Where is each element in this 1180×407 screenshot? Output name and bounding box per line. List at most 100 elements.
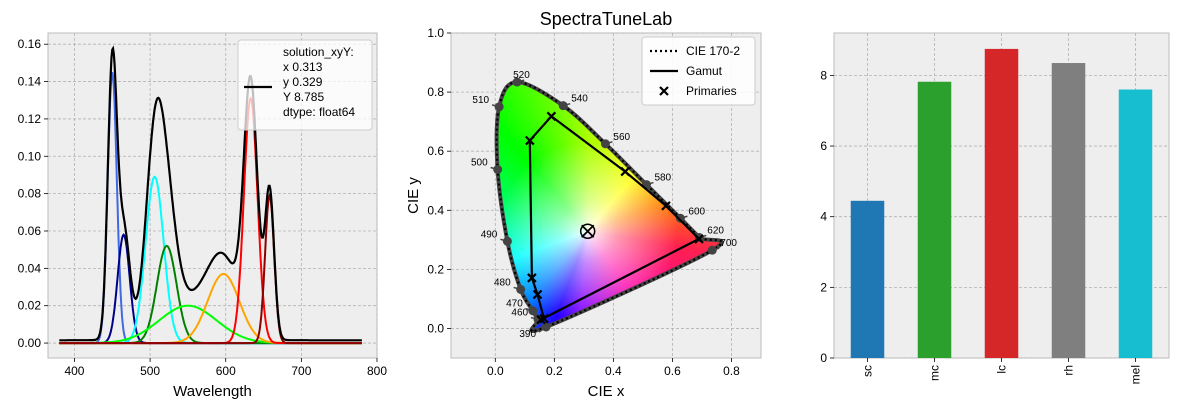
primary-marker	[532, 289, 543, 300]
cie-170-2-locus	[495, 80, 723, 333]
x-tick-label: sc	[861, 365, 875, 377]
y-tick-label: 6	[820, 139, 827, 153]
wavelength-label: 700	[720, 238, 737, 249]
y-tick-label: 2	[820, 280, 827, 294]
bar-mel	[1118, 89, 1153, 359]
x-tick-label: mc	[928, 365, 942, 381]
total-spectrum-line	[59, 45, 362, 342]
wavelength-tick	[530, 316, 539, 321]
wavelength-tick	[500, 238, 508, 243]
wavelength-tick	[538, 326, 547, 333]
y-tick-label: 0.04	[18, 261, 42, 275]
bar-sc	[850, 200, 885, 358]
bar-lc	[984, 48, 1019, 359]
legend-swatch	[659, 86, 669, 96]
x-axis-label: CIE x	[588, 383, 625, 400]
primary-marker	[661, 201, 671, 211]
bar-rh	[1051, 63, 1086, 359]
y-tick-label: 8	[820, 68, 827, 82]
y-tick-label: 0.14	[18, 75, 42, 89]
wavelength-tick	[712, 247, 720, 251]
wavelength-tick	[525, 308, 533, 312]
wavelength-label: 600	[688, 206, 705, 217]
y-tick-label: 0.12	[18, 112, 42, 126]
wavelength-tick	[605, 141, 613, 145]
legend-box	[641, 36, 756, 106]
wavelength-label: 500	[471, 158, 488, 169]
wavelength-label: 480	[494, 277, 511, 288]
x-tick-label: 0.2	[546, 364, 563, 378]
wavelength-tick	[491, 104, 500, 108]
wavelength-label: 520	[513, 70, 530, 81]
x-tick-label: 0.4	[605, 364, 622, 378]
legend-label-line: solution_xyY:	[283, 45, 354, 59]
spectrum-plot: 400 500 600 700 800 0.00 0.02 0.04 0.06 0.08 0.10 0…	[18, 32, 387, 400]
y-tick-label: 0.2	[427, 262, 444, 276]
wavelength-label: 390	[519, 329, 536, 340]
legend-box	[237, 39, 373, 131]
wavelength-label: 620	[707, 225, 724, 236]
wavelength-label: 460	[511, 308, 528, 319]
series-layer	[59, 45, 362, 345]
primary-marker	[525, 135, 535, 146]
x-tick-label: 0.6	[664, 364, 681, 378]
wavelength-tick	[680, 215, 688, 219]
x-tick-label: lc	[995, 365, 1009, 374]
chromaticity-plot: 0.0 0.2 0.4 0.6 0.80.00.20.40.60.81.03904604…	[405, 26, 762, 400]
x-tick-label: 500	[140, 364, 160, 378]
primary-marker	[620, 166, 630, 177]
legend-label-line: Y 8.785	[283, 90, 324, 104]
y-tick-label: 0.02	[18, 299, 42, 313]
x-tick-label: 0.8	[723, 364, 740, 378]
legend-label: Gamut	[686, 64, 723, 78]
x-tick-label: 800	[367, 364, 387, 378]
legend-label: CIE 170-2	[686, 44, 740, 58]
x-axis-label: Wavelength	[173, 383, 252, 400]
x-tick-label: 600	[216, 364, 236, 378]
wavelength-label: 540	[571, 94, 588, 105]
y-tick-label: 0.10	[18, 149, 42, 163]
wavelength-tick	[490, 166, 498, 171]
wavelength-label: 560	[613, 132, 630, 143]
wavelength-label: 580	[654, 173, 671, 184]
x-tick-label: rh	[1062, 365, 1076, 376]
figure-title: SpectraTuneLab	[540, 9, 672, 29]
channel-spectrum-line	[59, 192, 362, 345]
y-tick-label: 0.06	[18, 224, 42, 238]
wavelength-label: 470	[506, 299, 523, 310]
y-axis-label: CIE y	[405, 177, 422, 214]
x-tick-label: mel	[1129, 365, 1143, 384]
bar-mc	[917, 81, 952, 358]
x-tick-label: 400	[64, 364, 84, 378]
wavelength-tick	[513, 286, 521, 291]
wavelength-tick	[646, 181, 654, 186]
y-tick-label: 0.0	[427, 321, 444, 335]
legend-label-line: x 0.313	[283, 60, 323, 74]
primary-marker	[694, 234, 704, 244]
legend-label-line: y 0.329	[283, 75, 323, 89]
wavelength-label: 510	[472, 95, 489, 106]
y-tick-label: 0.08	[18, 187, 42, 201]
solution-point-marker	[581, 224, 595, 238]
y-tick-label: 0.4	[427, 203, 444, 217]
y-tick-label: 4	[820, 210, 827, 224]
y-tick-label: 0.8	[427, 85, 444, 99]
wavelength-label: 490	[481, 229, 498, 240]
legend-label: Primaries	[686, 84, 737, 98]
alpha-opic-bar-chart: 0 2 4 6 8 sc mc lc rh mel	[820, 32, 1170, 384]
gamut-polygon	[528, 114, 701, 321]
x-tick-label: 700	[291, 364, 311, 378]
y-tick-label: 0.16	[18, 37, 42, 51]
y-tick-label: 0.00	[18, 336, 42, 350]
y-tick-label: 1.0	[427, 26, 444, 40]
wavelength-tick	[516, 79, 525, 83]
primary-marker	[546, 111, 557, 122]
y-tick-label: 0	[820, 351, 827, 365]
x-tick-label: 0.0	[487, 364, 504, 378]
solution-point-ring	[579, 223, 596, 239]
y-tick-label: 0.6	[427, 144, 444, 158]
legend-label-line: dtype: float64	[283, 105, 355, 119]
wavelength-tick	[562, 102, 571, 107]
primary-marker	[536, 314, 546, 325]
